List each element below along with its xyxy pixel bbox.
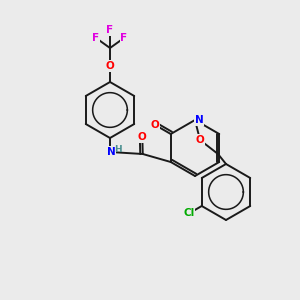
Text: F: F: [120, 33, 128, 43]
Text: N: N: [106, 147, 116, 157]
Text: Cl: Cl: [183, 208, 194, 218]
Text: H: H: [114, 145, 122, 154]
Text: F: F: [92, 33, 100, 43]
Text: N: N: [195, 115, 203, 125]
Text: O: O: [138, 132, 147, 142]
Text: O: O: [151, 120, 160, 130]
Text: O: O: [196, 135, 204, 145]
Text: O: O: [106, 61, 114, 71]
Text: F: F: [106, 25, 114, 35]
